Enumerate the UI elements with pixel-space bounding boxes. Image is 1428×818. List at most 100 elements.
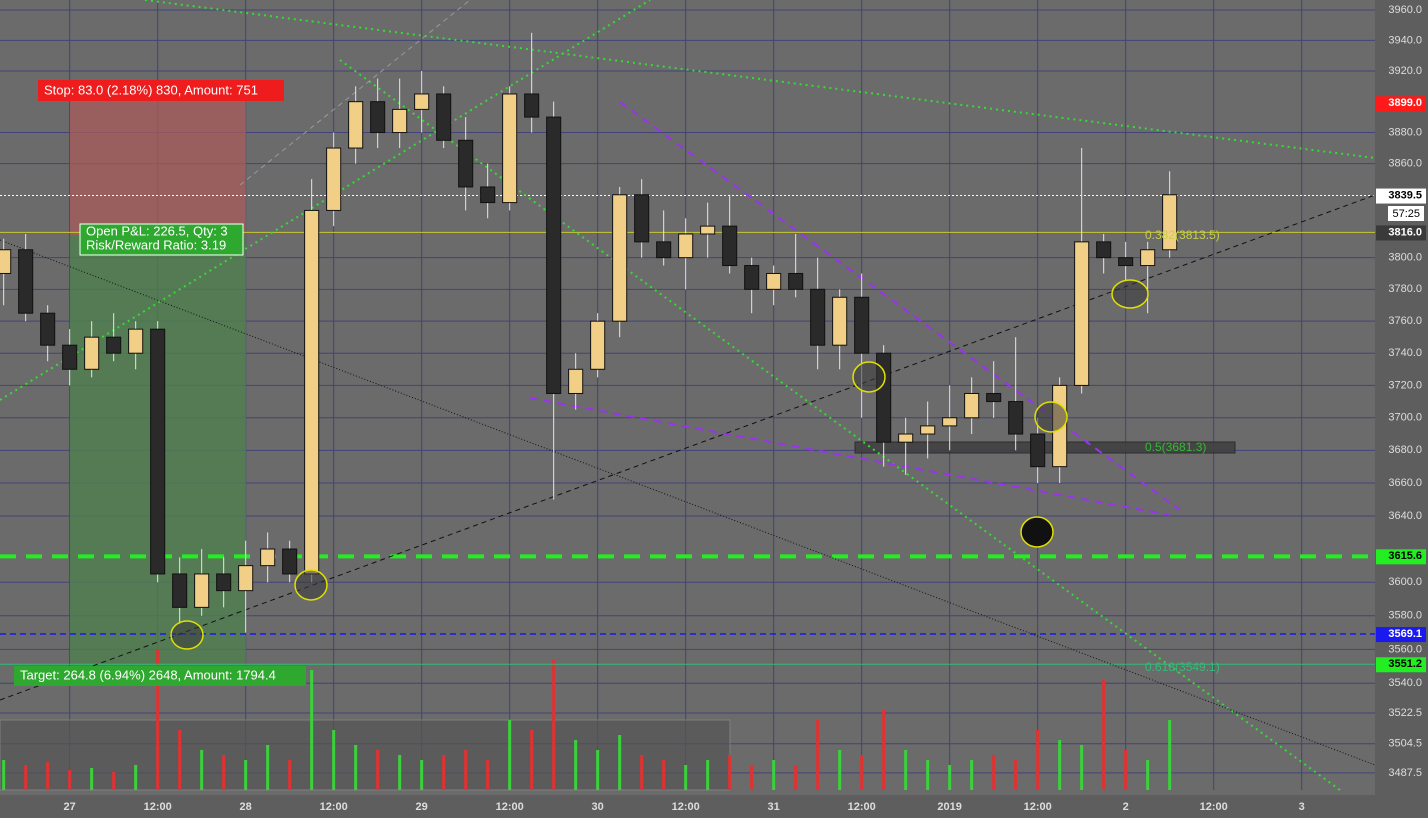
volume-bar <box>464 750 468 790</box>
volume-bar <box>156 650 160 790</box>
volume-bar <box>728 755 732 790</box>
volume-bar <box>838 750 842 790</box>
volume-bar <box>1080 745 1084 790</box>
drawings <box>0 0 1376 791</box>
trend-line <box>0 194 1376 701</box>
volume-bar <box>442 755 446 790</box>
candle-body <box>590 320 606 370</box>
marker <box>294 569 328 601</box>
candle-body <box>502 93 518 204</box>
fib-label: 0.382(3813.5) <box>1145 228 1220 242</box>
price-label-bg <box>1376 549 1426 565</box>
x-tick-label: 30 <box>592 801 604 813</box>
marker <box>852 361 886 393</box>
price-label: 3899.0 <box>1388 97 1422 109</box>
stop-label: Stop: 83.0 (2.18%) 830, Amount: 751 <box>44 82 258 97</box>
y-tick-label: 3504.5 <box>1388 738 1422 750</box>
candles <box>0 32 1178 633</box>
volume-bar <box>2 760 6 790</box>
y-tick-label: 3560.0 <box>1388 643 1422 655</box>
volume-bar <box>970 760 974 790</box>
candle-body <box>326 147 342 211</box>
volume-bar <box>332 730 336 790</box>
y-tick-label: 3920.0 <box>1388 65 1422 77</box>
volume-bar <box>178 730 182 790</box>
volume-bar <box>420 760 424 790</box>
candle-body <box>656 241 672 259</box>
volume-bar <box>1036 730 1040 790</box>
candle-body <box>392 108 408 134</box>
candle-body <box>832 296 848 346</box>
volume-bar <box>46 762 50 790</box>
volume-bar <box>244 760 248 790</box>
volume-bar <box>1014 760 1018 790</box>
price-label-bg <box>1376 627 1426 643</box>
candle-body <box>150 328 166 575</box>
candle-body <box>678 233 694 259</box>
candle-body <box>216 573 232 592</box>
volume-bar <box>24 765 28 790</box>
volume <box>2 650 1172 790</box>
candle-body <box>568 368 584 394</box>
volume-bar <box>882 710 886 790</box>
price-label-bg <box>1376 225 1426 241</box>
y-tick-label: 3700.0 <box>1388 412 1422 424</box>
candle-body <box>546 116 562 394</box>
price-label: 3816.0 <box>1388 226 1422 238</box>
candle-body <box>40 312 56 346</box>
x-tick-label: 2 <box>1123 801 1129 813</box>
volume-bar <box>1168 720 1172 790</box>
candle-body <box>1118 257 1134 267</box>
candle-body <box>898 433 914 443</box>
fib-label: 0.5(3681.3) <box>1145 440 1206 454</box>
candle-body <box>62 344 78 370</box>
volume-bar <box>266 745 270 790</box>
candle-body <box>1140 249 1156 267</box>
candle-body <box>194 573 210 608</box>
candle-body <box>0 249 12 274</box>
volume-bar <box>574 740 578 790</box>
candle-body <box>84 336 100 370</box>
x-tick-label: 27 <box>64 801 76 813</box>
volume-bar <box>90 768 94 790</box>
candle-body <box>304 209 320 575</box>
candle-body <box>238 565 254 592</box>
marker <box>1020 516 1054 548</box>
candle-body <box>1008 401 1024 435</box>
price-label: 3569.1 <box>1388 628 1422 640</box>
volume-bar <box>794 765 798 790</box>
volume-bar <box>750 765 754 790</box>
volume-bar <box>530 730 534 790</box>
time-axis-bg <box>0 795 1375 818</box>
candle-body <box>172 573 188 608</box>
y-tick-label: 3880.0 <box>1388 126 1422 138</box>
marker <box>170 620 204 650</box>
volume-bar <box>1124 750 1128 790</box>
volume-bar <box>1146 760 1150 790</box>
volume-bar <box>222 755 226 790</box>
markers <box>170 279 1149 650</box>
y-tick-label: 3660.0 <box>1388 477 1422 489</box>
candle-body <box>612 194 628 322</box>
volume-bar <box>310 670 314 790</box>
candle-body <box>964 392 980 419</box>
x-tick-label: 12:00 <box>848 801 876 813</box>
y-tick-label: 3800.0 <box>1388 252 1422 264</box>
volume-bar <box>772 760 776 790</box>
candle-body <box>106 336 122 354</box>
volume-bar <box>112 772 116 790</box>
candle-body <box>920 425 936 435</box>
candle-body <box>634 194 650 243</box>
x-tick-label: 12:00 <box>496 801 524 813</box>
y-tick-label: 3522.5 <box>1388 707 1422 719</box>
candle-body <box>480 186 496 204</box>
candle-body <box>854 296 870 354</box>
x-tick-label: 2019 <box>937 801 961 813</box>
volume-bar <box>1058 740 1062 790</box>
volume-bar <box>618 735 622 790</box>
volume-bar <box>640 755 644 790</box>
x-tick-label: 12:00 <box>672 801 700 813</box>
y-tick-label: 3580.0 <box>1388 610 1422 622</box>
volume-bar <box>288 760 292 790</box>
y-tick-label: 3600.0 <box>1388 576 1422 588</box>
